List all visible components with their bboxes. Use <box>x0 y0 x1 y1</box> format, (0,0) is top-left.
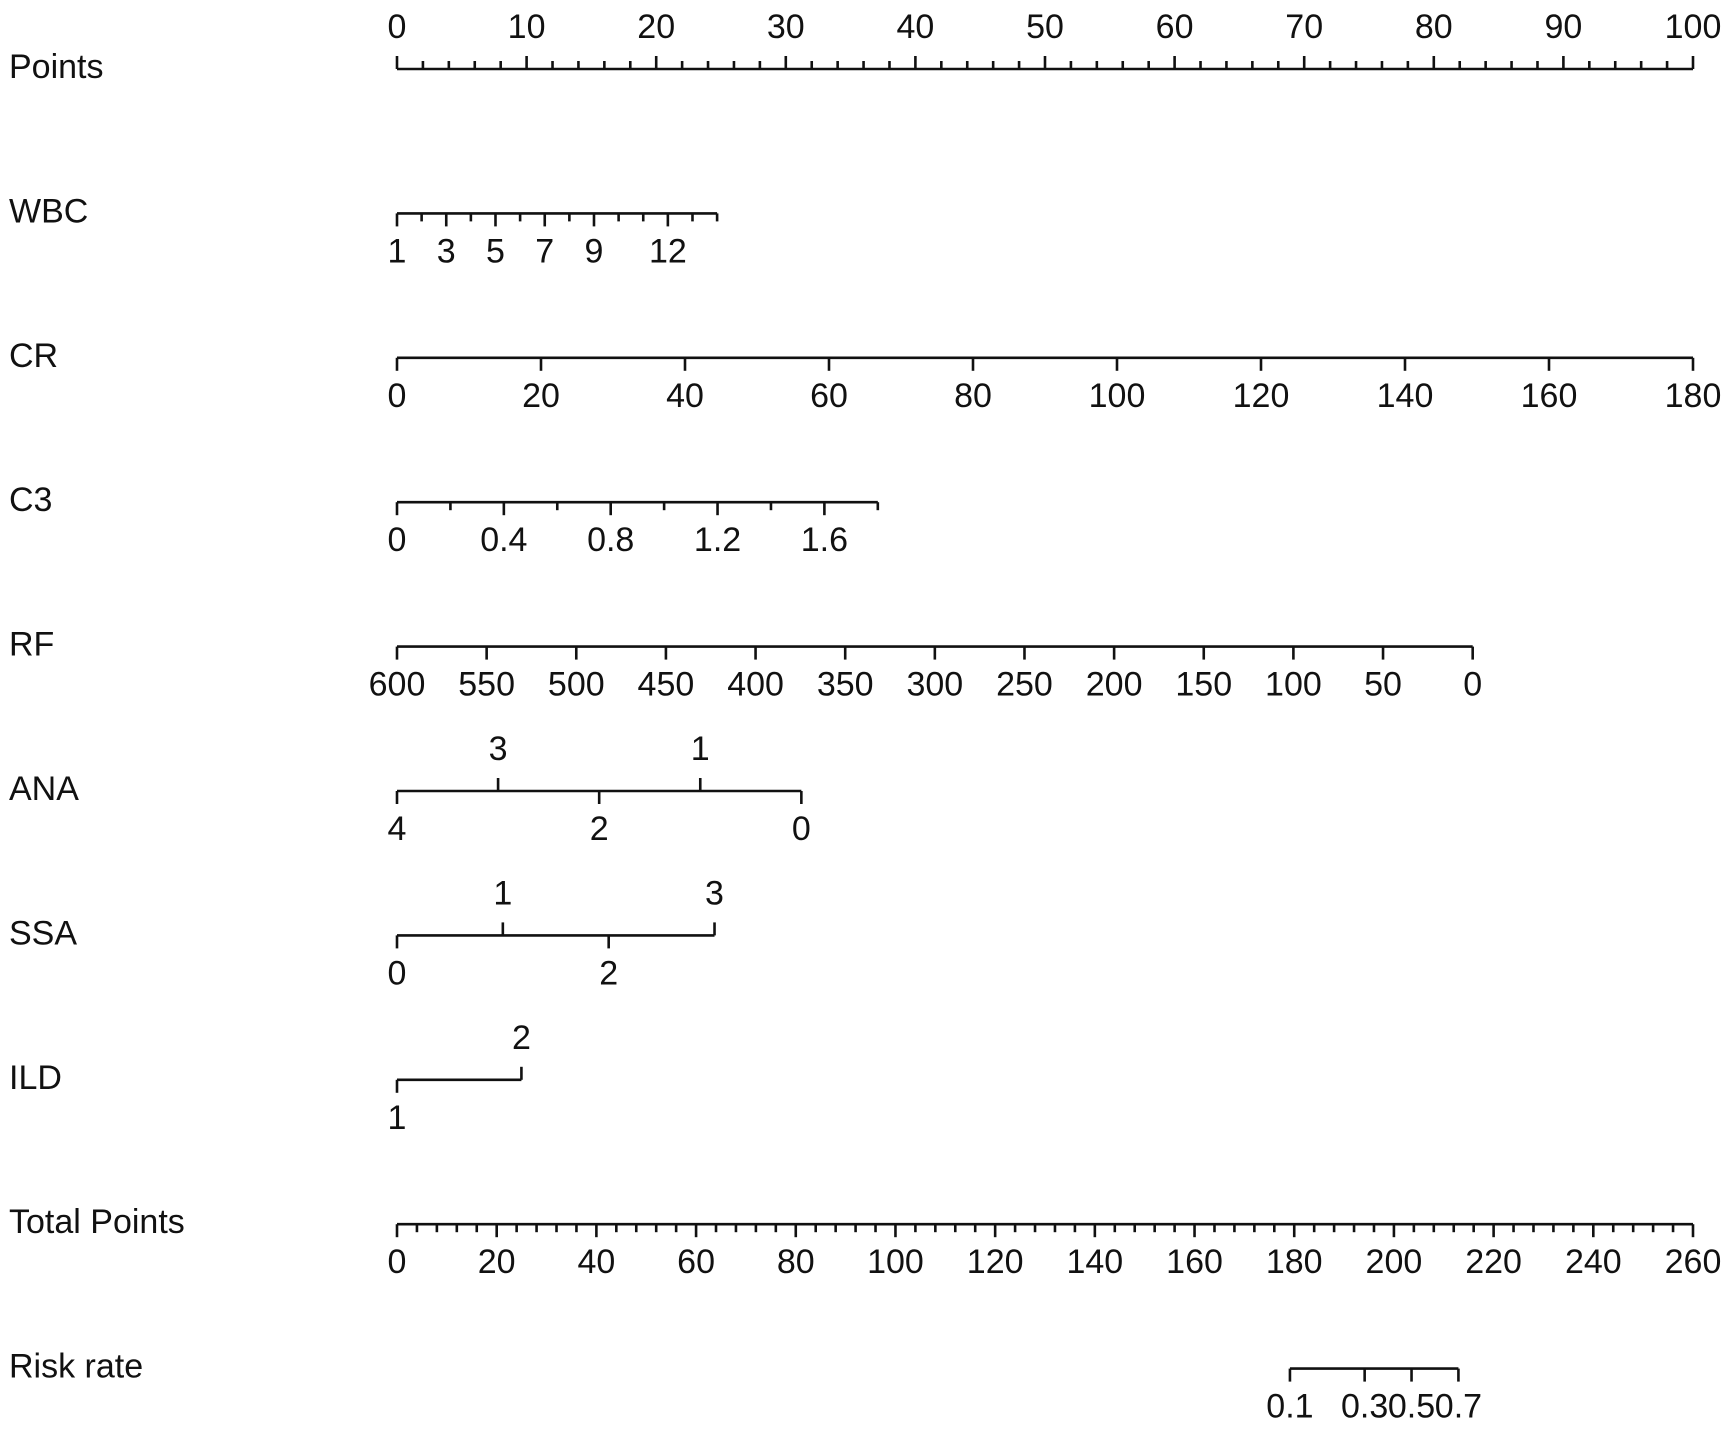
tick-label: 150 <box>1175 666 1232 704</box>
row-label: WBC <box>9 192 88 230</box>
row-label: C3 <box>9 481 52 519</box>
tick-label: 80 <box>954 377 992 415</box>
tick-label: 100 <box>1265 666 1322 704</box>
row-label: RF <box>9 626 54 664</box>
tick-label: 50 <box>1364 666 1402 704</box>
tick-label: 60 <box>677 1243 715 1281</box>
tick-label: 80 <box>1415 8 1453 46</box>
tick-label: 300 <box>906 666 963 704</box>
tick-label: 20 <box>478 1243 516 1281</box>
tick-label: 1 <box>691 730 710 768</box>
tick-label: 180 <box>1266 1243 1323 1281</box>
row-label: ANA <box>9 770 79 808</box>
tick-label: 0 <box>388 8 407 46</box>
tick-label: 100 <box>1665 8 1722 46</box>
tick-label: 260 <box>1665 1243 1722 1281</box>
tick-label: 80 <box>777 1243 815 1281</box>
tick-label: 450 <box>638 666 695 704</box>
tick-label: 0 <box>388 1243 407 1281</box>
tick-label: 2 <box>512 1019 531 1057</box>
tick-label: 0.8 <box>587 521 634 559</box>
tick-label: 0 <box>792 810 811 848</box>
tick-label: 100 <box>867 1243 924 1281</box>
tick-label: 0 <box>1463 666 1482 704</box>
tick-label: 120 <box>1233 377 1290 415</box>
tick-label: 250 <box>996 666 1053 704</box>
tick-label: 500 <box>548 666 605 704</box>
tick-label: 3 <box>437 232 456 270</box>
tick-label: 0.1 <box>1266 1388 1313 1426</box>
tick-label: 90 <box>1544 8 1582 46</box>
tick-label: 1 <box>388 232 407 270</box>
tick-label: 0 <box>388 521 407 559</box>
tick-label: 4 <box>388 810 407 848</box>
tick-label: 20 <box>637 8 675 46</box>
row-label: Risk rate <box>9 1348 143 1386</box>
tick-label: 10 <box>508 8 546 46</box>
tick-label: 100 <box>1089 377 1146 415</box>
tick-label: 40 <box>577 1243 615 1281</box>
tick-label: 60 <box>1156 8 1194 46</box>
row-label: Points <box>9 48 104 86</box>
row-label: ILD <box>9 1059 62 1097</box>
tick-label: 160 <box>1521 377 1578 415</box>
tick-label: 50 <box>1026 8 1064 46</box>
tick-label: 20 <box>522 377 560 415</box>
tick-label: 70 <box>1285 8 1323 46</box>
tick-label: 1 <box>388 1099 407 1137</box>
tick-label: 240 <box>1565 1243 1622 1281</box>
tick-label: 0.5 <box>1388 1388 1435 1426</box>
tick-label: 0 <box>388 954 407 992</box>
tick-label: 350 <box>817 666 874 704</box>
tick-label: 12 <box>649 232 687 270</box>
tick-label: 200 <box>1366 1243 1423 1281</box>
tick-label: 9 <box>585 232 604 270</box>
row-label: SSA <box>9 914 77 952</box>
tick-label: 0 <box>388 377 407 415</box>
tick-label: 7 <box>535 232 554 270</box>
tick-label: 0.4 <box>480 521 527 559</box>
tick-label: 3 <box>705 874 724 912</box>
tick-label: 180 <box>1665 377 1722 415</box>
tick-label: 40 <box>666 377 704 415</box>
tick-label: 120 <box>967 1243 1024 1281</box>
tick-label: 1.2 <box>694 521 741 559</box>
tick-label: 400 <box>727 666 784 704</box>
tick-label: 600 <box>369 666 426 704</box>
tick-label: 5 <box>486 232 505 270</box>
tick-label: 2 <box>599 954 618 992</box>
tick-label: 30 <box>767 8 805 46</box>
tick-label: 160 <box>1166 1243 1223 1281</box>
tick-label: 2 <box>590 810 609 848</box>
tick-label: 40 <box>896 8 934 46</box>
tick-label: 0.7 <box>1435 1388 1482 1426</box>
row-label: CR <box>9 337 58 375</box>
tick-label: 140 <box>1066 1243 1123 1281</box>
tick-label: 550 <box>458 666 515 704</box>
tick-label: 3 <box>489 730 508 768</box>
tick-label: 60 <box>810 377 848 415</box>
tick-label: 220 <box>1465 1243 1522 1281</box>
tick-label: 200 <box>1086 666 1143 704</box>
tick-label: 1.6 <box>801 521 848 559</box>
tick-label: 1 <box>493 874 512 912</box>
row-label: Total Points <box>9 1203 185 1241</box>
tick-label: 140 <box>1377 377 1434 415</box>
tick-label: 0.3 <box>1341 1388 1388 1426</box>
